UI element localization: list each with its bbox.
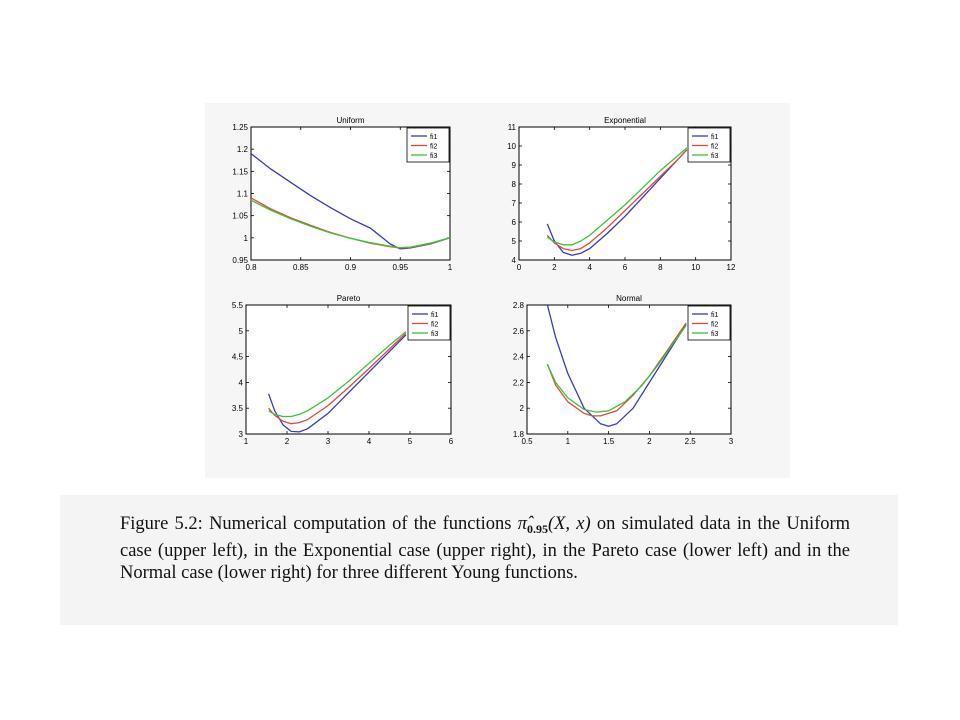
legend-label-fi2: fi2 [431, 322, 439, 329]
y-tick-label: 6 [512, 218, 517, 227]
y-tick-label: 11 [508, 123, 517, 132]
legend-label-fi2: fi2 [711, 144, 719, 151]
series-line-fi3 [268, 331, 407, 418]
series-line-fi1 [267, 334, 407, 433]
x-tick-label: 2 [285, 437, 290, 446]
legend-label-fi1: fi1 [711, 312, 719, 319]
y-tick-label: 2.4 [513, 353, 525, 362]
series-line-fi3 [250, 199, 451, 249]
x-tick-label: 0.85 [293, 263, 309, 272]
legend-label-fi1: fi1 [430, 134, 438, 141]
x-tick-label: 4 [587, 263, 592, 272]
y-tick-label: 3 [239, 430, 244, 439]
y-tick-label: 2.8 [513, 301, 525, 310]
y-tick-label: 8 [512, 180, 517, 189]
series-line-fi2 [546, 149, 688, 252]
y-tick-label: 9 [512, 161, 517, 170]
figure-caption: Figure 5.2: Numerical computation of the… [120, 513, 850, 584]
x-tick-label: 8 [658, 263, 663, 272]
x-tick-label: 1 [566, 437, 571, 446]
x-tick-label: 3 [326, 437, 331, 446]
x-tick-label: 12 [727, 263, 736, 272]
y-tick-label: 10 [507, 142, 516, 151]
y-tick-label: 0.95 [232, 256, 248, 265]
y-tick-label: 2.6 [513, 327, 525, 336]
y-tick-label: 1.05 [232, 212, 248, 221]
x-tick-label: 2.5 [685, 437, 697, 446]
y-tick-label: 4 [512, 256, 517, 265]
legend: fi1 fi2 fi3 [687, 305, 731, 341]
x-tick-label: 2 [647, 437, 652, 446]
y-tick-label: 1 [244, 234, 249, 243]
x-tick-label: 6 [449, 437, 454, 446]
y-tick-label: 5 [239, 327, 244, 336]
y-tick-label: 5 [512, 237, 517, 246]
legend-label-fi3: fi3 [711, 153, 719, 160]
x-tick-label: 0.95 [392, 263, 408, 272]
y-tick-label: 4 [239, 378, 244, 387]
x-tick-label: 6 [623, 263, 628, 272]
series-line-fi3 [546, 325, 687, 413]
x-tick-label: 0.8 [245, 263, 257, 272]
chart-title: Uniform [336, 116, 364, 125]
caption-text-after: on simulated data in the Uniform case (u… [120, 514, 851, 583]
y-tick-label: 3.5 [232, 404, 244, 413]
y-tick-label: 1.15 [232, 167, 248, 176]
legend: fi1 fi2 fi3 [687, 127, 731, 163]
series-line-fi2 [268, 332, 407, 425]
y-tick-label: 5.5 [232, 301, 244, 310]
caption-text-before: Numerical computation of the functions [209, 514, 512, 534]
y-tick-label: 2.2 [513, 378, 525, 387]
chart-exponential: Exponential 0 2 4 6 8 10 12 4 5 6 7 8 9 10 11 fi1 fi2 fi3 [507, 116, 736, 272]
y-tick-label: 1.8 [513, 430, 525, 439]
caption-math-symbol: π̂ [517, 514, 527, 534]
chart-uniform: Uniform 0.8 0.85 0.9 0.95 1 0.95 1 1.05 1.1 1.15 1.… [232, 116, 452, 272]
x-tick-label: 5 [408, 437, 413, 446]
caption-label: Figure 5.2: [120, 514, 203, 534]
x-tick-label: 2 [552, 263, 557, 272]
chart-title: Exponential [604, 116, 646, 125]
legend-label-fi1: fi1 [431, 312, 439, 319]
series-line-fi3 [546, 147, 688, 246]
x-tick-label: 10 [691, 263, 700, 272]
legend-label-fi3: fi3 [430, 153, 438, 160]
y-tick-label: 2 [520, 404, 525, 413]
chart-normal: Normal 0.5 1 1.5 2 2.5 3 1.8 2 2.2 2.4 2.6 2.8 fi1 fi2… [513, 294, 734, 446]
series-line-fi1 [546, 149, 688, 256]
legend-label-fi2: fi2 [430, 144, 438, 151]
y-tick-label: 4.5 [232, 353, 244, 362]
legend-label-fi3: fi3 [431, 331, 439, 338]
chart-pareto: Pareto 1 2 3 4 5 6 3 3.5 4 4.5 5 5.5 fi1 fi2 fi3 [232, 294, 454, 446]
x-tick-label: 1.5 [603, 437, 615, 446]
y-tick-label: 1.1 [237, 190, 249, 199]
y-tick-label: 1.2 [237, 145, 249, 154]
caption-math-subscript: 0.95 [526, 522, 548, 536]
chart-title: Pareto [337, 294, 361, 303]
x-tick-label: 0 [517, 263, 522, 272]
x-tick-label: 1 [448, 263, 453, 272]
legend-label-fi1: fi1 [711, 134, 719, 141]
chart-title: Normal [616, 294, 642, 303]
caption-math-args: (X, x) [547, 514, 591, 534]
legend-label-fi3: fi3 [711, 331, 719, 338]
series-line-fi1 [546, 304, 687, 427]
y-tick-label: 1.25 [232, 123, 248, 132]
y-tick-label: 7 [512, 199, 517, 208]
x-tick-label: 3 [729, 437, 734, 446]
legend-label-fi2: fi2 [711, 322, 719, 329]
x-tick-label: 4 [367, 437, 372, 446]
x-tick-label: 0.5 [521, 437, 533, 446]
legend: fi1 fi2 fi3 [407, 305, 451, 341]
x-tick-label: 0.9 [345, 263, 357, 272]
caption-panel: Figure 5.2: Numerical computation of the… [60, 495, 898, 625]
legend: fi1 fi2 fi3 [406, 127, 450, 163]
x-tick-label: 1 [244, 437, 249, 446]
